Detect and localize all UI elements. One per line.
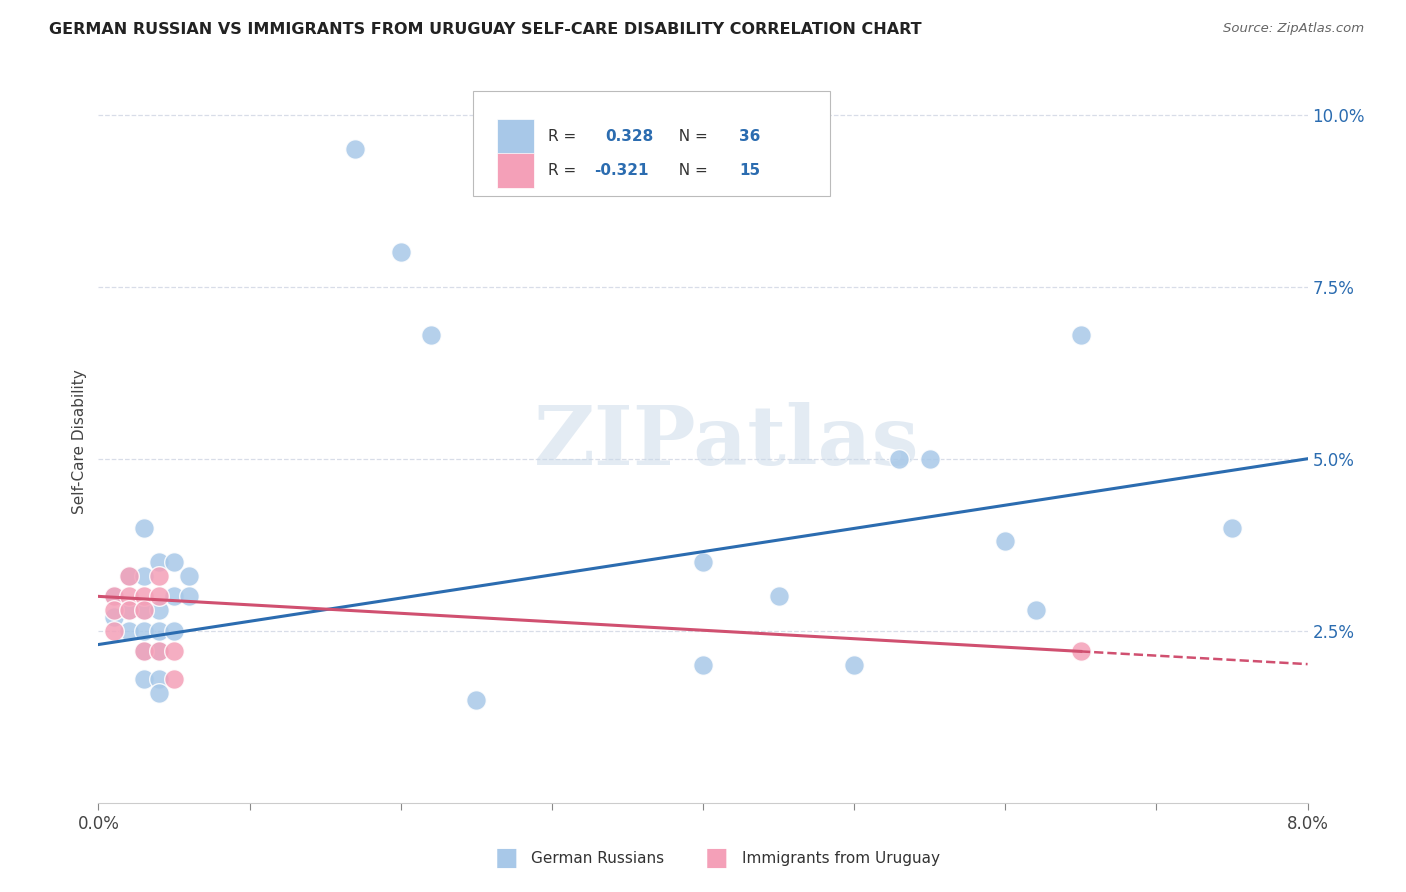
Text: 0.328: 0.328 <box>605 128 654 144</box>
Point <box>163 590 186 604</box>
Point <box>163 644 186 658</box>
Point <box>118 624 141 638</box>
Point <box>768 590 790 604</box>
Point <box>132 644 155 658</box>
Point <box>148 644 170 658</box>
Point <box>103 590 125 604</box>
Point <box>389 245 412 260</box>
Point <box>118 568 141 582</box>
Point <box>148 568 170 582</box>
Text: ■: ■ <box>495 847 517 870</box>
Text: -0.321: -0.321 <box>595 163 648 178</box>
Point <box>148 603 170 617</box>
Point <box>179 568 201 582</box>
Point <box>844 658 866 673</box>
Y-axis label: Self-Care Disability: Self-Care Disability <box>72 369 87 514</box>
Point <box>692 555 714 569</box>
Bar <box>498 119 534 153</box>
Point <box>148 590 170 604</box>
Point <box>465 692 488 706</box>
Point <box>132 520 155 534</box>
Text: N =: N = <box>669 163 713 178</box>
Point <box>118 603 141 617</box>
Point <box>132 624 155 638</box>
Text: R =: R = <box>548 128 581 144</box>
Point <box>132 568 155 582</box>
Point <box>132 603 155 617</box>
Point <box>132 603 155 617</box>
Point <box>918 451 941 466</box>
Point <box>132 644 155 658</box>
Bar <box>498 153 534 188</box>
Text: ■: ■ <box>706 847 728 870</box>
Point <box>179 590 201 604</box>
Point <box>103 610 125 624</box>
Point <box>148 555 170 569</box>
Point <box>103 624 125 638</box>
Point <box>118 590 141 604</box>
Point <box>118 603 141 617</box>
Text: German Russians: German Russians <box>531 851 665 865</box>
Point <box>132 590 155 604</box>
Text: GERMAN RUSSIAN VS IMMIGRANTS FROM URUGUAY SELF-CARE DISABILITY CORRELATION CHART: GERMAN RUSSIAN VS IMMIGRANTS FROM URUGUA… <box>49 22 922 37</box>
Text: 15: 15 <box>740 163 761 178</box>
Point <box>420 327 443 342</box>
Point <box>692 658 714 673</box>
Point <box>1070 644 1092 658</box>
Point <box>1025 603 1047 617</box>
Point <box>132 672 155 686</box>
Point <box>994 534 1017 549</box>
Text: ZIPatlas: ZIPatlas <box>534 401 920 482</box>
Point <box>1070 327 1092 342</box>
Point <box>103 590 125 604</box>
Point <box>163 672 186 686</box>
Text: R =: R = <box>548 163 581 178</box>
Text: Immigrants from Uruguay: Immigrants from Uruguay <box>742 851 941 865</box>
Point <box>163 555 186 569</box>
Point <box>889 451 911 466</box>
Point <box>1220 520 1243 534</box>
Point <box>148 624 170 638</box>
Point <box>148 644 170 658</box>
Text: N =: N = <box>669 128 713 144</box>
Point <box>148 672 170 686</box>
Text: Source: ZipAtlas.com: Source: ZipAtlas.com <box>1223 22 1364 36</box>
Point <box>163 624 186 638</box>
Point <box>118 568 141 582</box>
Point <box>103 603 125 617</box>
Text: 36: 36 <box>740 128 761 144</box>
Point <box>344 142 367 156</box>
FancyBboxPatch shape <box>474 91 830 196</box>
Point <box>148 686 170 700</box>
